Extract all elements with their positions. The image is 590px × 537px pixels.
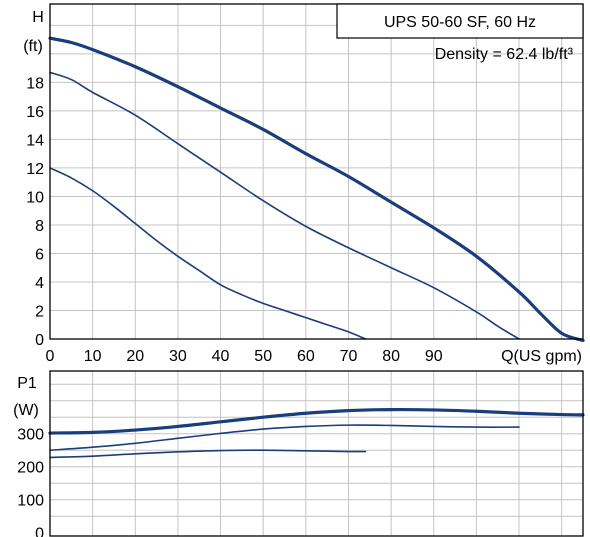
x-tick-label: 70 [340, 348, 358, 365]
head-axis-unit: (ft) [23, 38, 43, 55]
x-tick-label: 30 [169, 348, 187, 365]
x-tick-label: 10 [84, 348, 102, 365]
x-tick-label: 20 [126, 348, 144, 365]
x-tick-label: 60 [297, 348, 315, 365]
head-tick-label: 4 [35, 275, 44, 292]
head-axis-label: H [32, 9, 44, 26]
chart-title: UPS 50-60 SF, 60 Hz [384, 14, 536, 31]
x-tick-label: 80 [382, 348, 400, 365]
head-tick-label: 0 [35, 332, 44, 349]
head-tick-label: 16 [26, 104, 44, 121]
power-curve-2 [49, 424, 520, 451]
head-tick-label: 12 [26, 161, 44, 178]
tick-labels: 0 10 20 30 40 50 60 70 80 90024681012141618010020… [17, 75, 442, 537]
head-curve-3 [49, 167, 367, 340]
power-tick-label: 300 [17, 427, 44, 444]
power-chart-frame [49, 370, 584, 537]
power-axis-label: P1 [17, 375, 37, 392]
power-tick-label: 200 [17, 460, 44, 477]
x-tick-label: 40 [212, 348, 230, 365]
head-chart-frame [49, 3, 584, 340]
flow-axis-label: Q(US gpm) [501, 348, 582, 365]
power-curve-3 [49, 449, 367, 459]
head-tick-label: 18 [26, 75, 44, 92]
head-tick-label: 10 [26, 189, 44, 206]
power-tick-label: 0 [35, 526, 44, 537]
head-tick-label: 6 [35, 246, 44, 263]
head-curve-2 [49, 71, 520, 340]
x-tick-label: 0 [46, 348, 55, 365]
density-note: Density = 62.4 lb/ft³ [435, 46, 574, 63]
head-tick-label: 8 [35, 218, 44, 235]
head-curve-1 [48, 36, 585, 343]
power-curve-1 [48, 407, 585, 435]
head-tick-label: 14 [26, 132, 44, 149]
x-tick-label: 90 [425, 348, 443, 365]
power-tick-label: 100 [17, 493, 44, 510]
power-axis-unit: (W) [13, 402, 39, 419]
x-tick-label: 50 [254, 348, 272, 365]
model-info-box [336, 3, 584, 39]
power-curves [48, 407, 585, 459]
head-tick-label: 2 [35, 303, 44, 320]
head-curves [48, 36, 585, 343]
